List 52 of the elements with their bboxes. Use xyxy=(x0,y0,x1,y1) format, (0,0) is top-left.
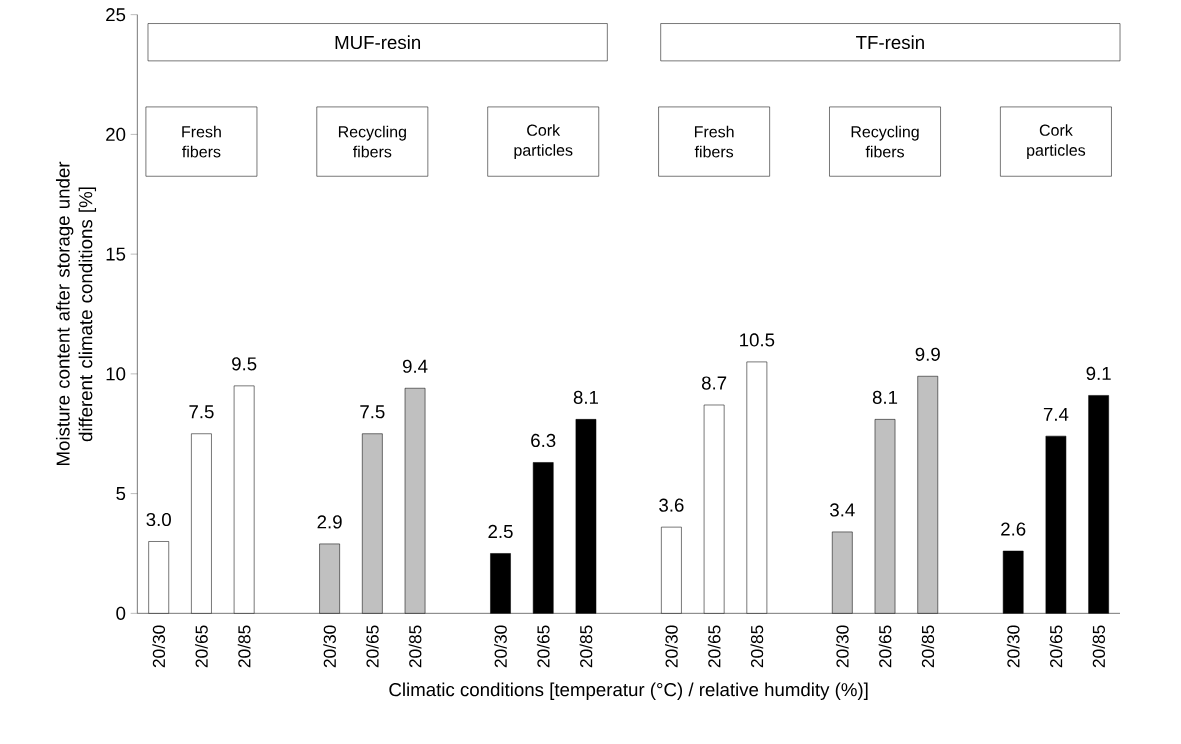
x-tick-label: 20/30 xyxy=(835,625,849,668)
x-tick-label: 20/30 xyxy=(665,625,678,668)
data-label: 7.4 xyxy=(1043,407,1069,421)
y-tick-label: 25 xyxy=(106,8,126,22)
x-tick-label: 20/30 xyxy=(494,625,507,668)
data-label: 2.9 xyxy=(317,515,342,529)
x-tick-label: 20/30 xyxy=(1006,625,1020,668)
x-tick-label: 20/65 xyxy=(707,625,721,668)
annotation: MUF-resin xyxy=(335,35,421,50)
y-tick-label: 0 xyxy=(116,606,126,620)
data-label: 8.1 xyxy=(872,390,898,404)
x-tick-label: 20/65 xyxy=(536,625,550,668)
data-label: 2.6 xyxy=(1001,522,1026,536)
x-tick-label: 20/85 xyxy=(1092,625,1106,668)
data-label: 9.1 xyxy=(1086,366,1111,381)
data-label: 6.3 xyxy=(531,433,556,448)
annotation: Recycling fibers xyxy=(338,125,406,158)
data-label: 9.4 xyxy=(402,359,428,373)
annotation: TF-resin xyxy=(856,35,924,50)
data-label: 3.6 xyxy=(659,498,684,512)
annotation: Cork particles xyxy=(1027,124,1086,160)
x-tick-label: 20/65 xyxy=(195,625,208,668)
x-tick-label: 20/65 xyxy=(878,625,892,668)
y-tick-label: 5 xyxy=(116,487,126,501)
annotation: Recycling fibers xyxy=(851,125,919,158)
y-tick-label: 15 xyxy=(106,247,126,261)
x-tick-label: 20/85 xyxy=(579,625,593,668)
x-tick-label: 20/30 xyxy=(323,625,336,668)
x-tick-label: 20/30 xyxy=(152,625,166,668)
data-label: 10.5 xyxy=(740,333,775,347)
data-label: 9.9 xyxy=(915,347,940,361)
data-label: 9.5 xyxy=(232,357,257,371)
annotation: Fresh fibers xyxy=(694,125,734,158)
x-tick-label: 20/85 xyxy=(921,625,935,668)
data-label: 3.0 xyxy=(146,512,171,527)
data-label: 7.5 xyxy=(189,405,214,419)
x-tick-label: 20/85 xyxy=(237,625,251,668)
x-tick-label: 20/65 xyxy=(1049,625,1063,668)
x-tick-label: 20/65 xyxy=(365,625,379,668)
x-tick-label: 20/85 xyxy=(408,625,422,668)
annotation: Cork particles xyxy=(514,124,573,160)
y-tick-label: 10 xyxy=(106,367,126,381)
data-label: 3.4 xyxy=(830,503,855,517)
y-tick-label: 20 xyxy=(106,127,126,142)
annotation: Fresh fibers xyxy=(182,125,221,158)
data-label: 7.5 xyxy=(360,405,385,419)
data-label: 2.5 xyxy=(488,524,513,539)
x-axis-title: Climatic conditions [temperatur (°C) / relative humdity (%)] xyxy=(389,682,868,700)
x-tick-label: 20/85 xyxy=(750,625,764,668)
data-label: 8.1 xyxy=(573,390,599,404)
data-label: 8.7 xyxy=(701,376,727,390)
y-axis-title: Moisture content after storage under different climate conditions [%] xyxy=(55,161,97,465)
